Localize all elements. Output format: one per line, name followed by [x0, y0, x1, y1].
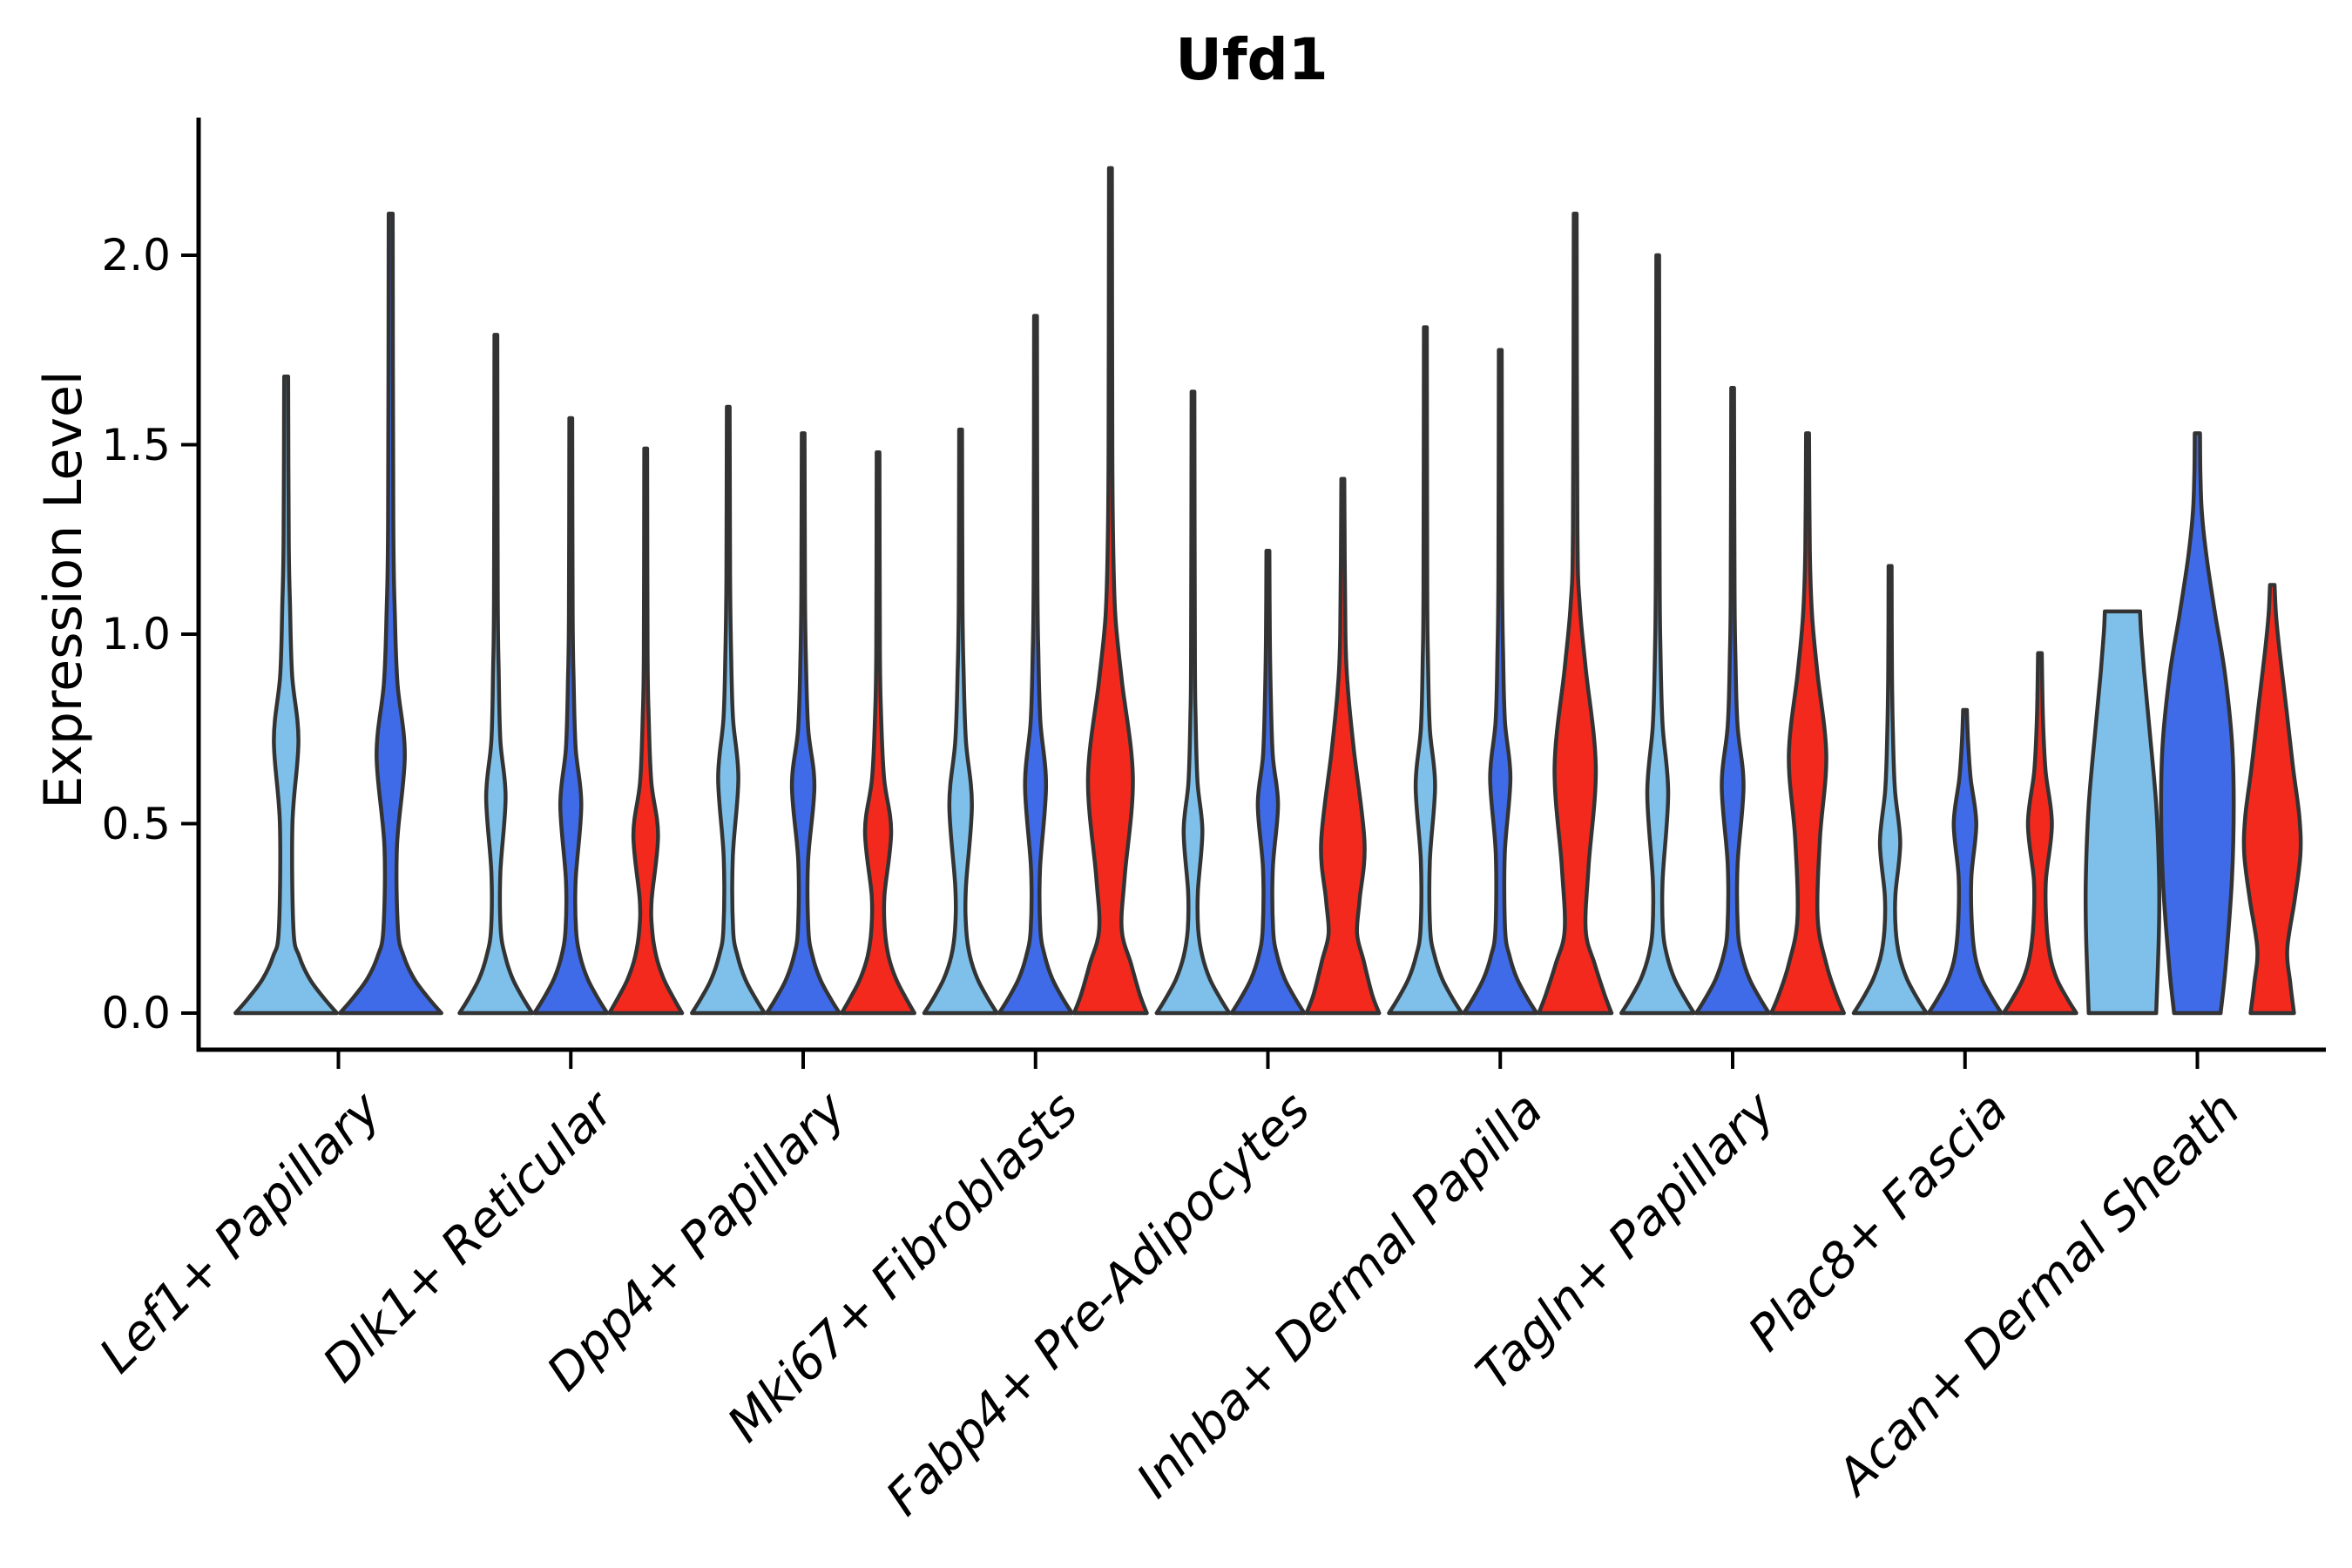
- violin-acan-dermal-sheath-red: [2241, 583, 2303, 1016]
- violin-acan-dermal-sheath-dark-blue: [2159, 431, 2236, 1016]
- violin-acan-dermal-sheath-light-blue: [2083, 609, 2162, 1016]
- violin-inhba-dermal-papilla-dark-blue: [1462, 348, 1539, 1016]
- violin-lef1-papillary-light-blue: [233, 374, 339, 1016]
- violin-dpp4-papillary-light-blue: [690, 404, 767, 1016]
- violin-mki67-fibroblasts-red: [1071, 166, 1149, 1016]
- violin-plac8-fascia-red: [2001, 651, 2078, 1016]
- violin-inhba-dermal-papilla-light-blue: [1387, 325, 1464, 1016]
- violin-fabp4-pre-adipocytes-dark-blue: [1229, 549, 1307, 1016]
- violin-plac8-fascia-dark-blue: [1926, 707, 2004, 1016]
- violin-tagln-papillary-red: [1769, 431, 1846, 1016]
- violin-fabp4-pre-adipocytes-light-blue: [1154, 389, 1232, 1016]
- violin-mki67-fibroblasts-light-blue: [922, 427, 999, 1016]
- violin-lef1-papillary-dark-blue: [338, 211, 443, 1016]
- violin-inhba-dermal-papilla-red: [1537, 211, 1614, 1016]
- violin-tagln-papillary-dark-blue: [1694, 386, 1771, 1016]
- violin-dlk1-reticular-dark-blue: [532, 416, 610, 1016]
- y-tick-label: 0.0: [101, 988, 171, 1038]
- violin-tagln-papillary-light-blue: [1619, 253, 1696, 1016]
- y-tick-label: 0.5: [101, 798, 171, 849]
- violin-fabp4-pre-adipocytes-red: [1304, 476, 1382, 1016]
- y-tick-label: 1.0: [101, 609, 171, 659]
- y-tick-label: 1.5: [101, 419, 171, 470]
- violin-mki67-fibroblasts-dark-blue: [997, 314, 1074, 1016]
- violin-dlk1-reticular-light-blue: [457, 333, 535, 1016]
- violin-plac8-fascia-light-blue: [1851, 564, 1929, 1016]
- violin-dpp4-papillary-red: [840, 449, 916, 1016]
- chart-title: Ufd1: [1175, 26, 1328, 93]
- violin-dpp4-papillary-dark-blue: [765, 431, 841, 1016]
- y-tick-label: 2.0: [101, 230, 171, 280]
- violin-dlk1-reticular-red: [607, 446, 685, 1016]
